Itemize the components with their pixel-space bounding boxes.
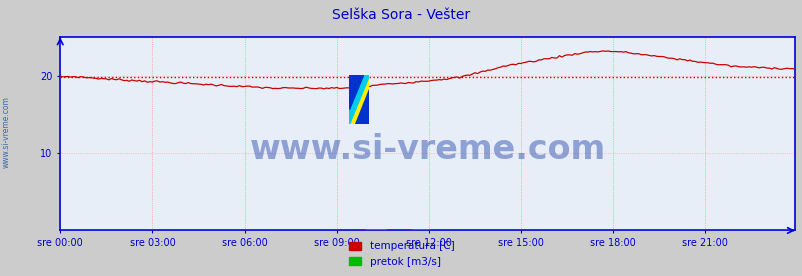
Polygon shape xyxy=(354,89,369,124)
Polygon shape xyxy=(349,75,369,124)
Polygon shape xyxy=(349,75,363,109)
Legend: temperatura [C], pretok [m3/s]: temperatura [C], pretok [m3/s] xyxy=(344,237,458,271)
Text: www.si-vreme.com: www.si-vreme.com xyxy=(249,133,605,166)
Text: Selška Sora - Vešter: Selška Sora - Vešter xyxy=(332,8,470,22)
Text: www.si-vreme.com: www.si-vreme.com xyxy=(2,97,11,168)
Polygon shape xyxy=(349,75,369,124)
